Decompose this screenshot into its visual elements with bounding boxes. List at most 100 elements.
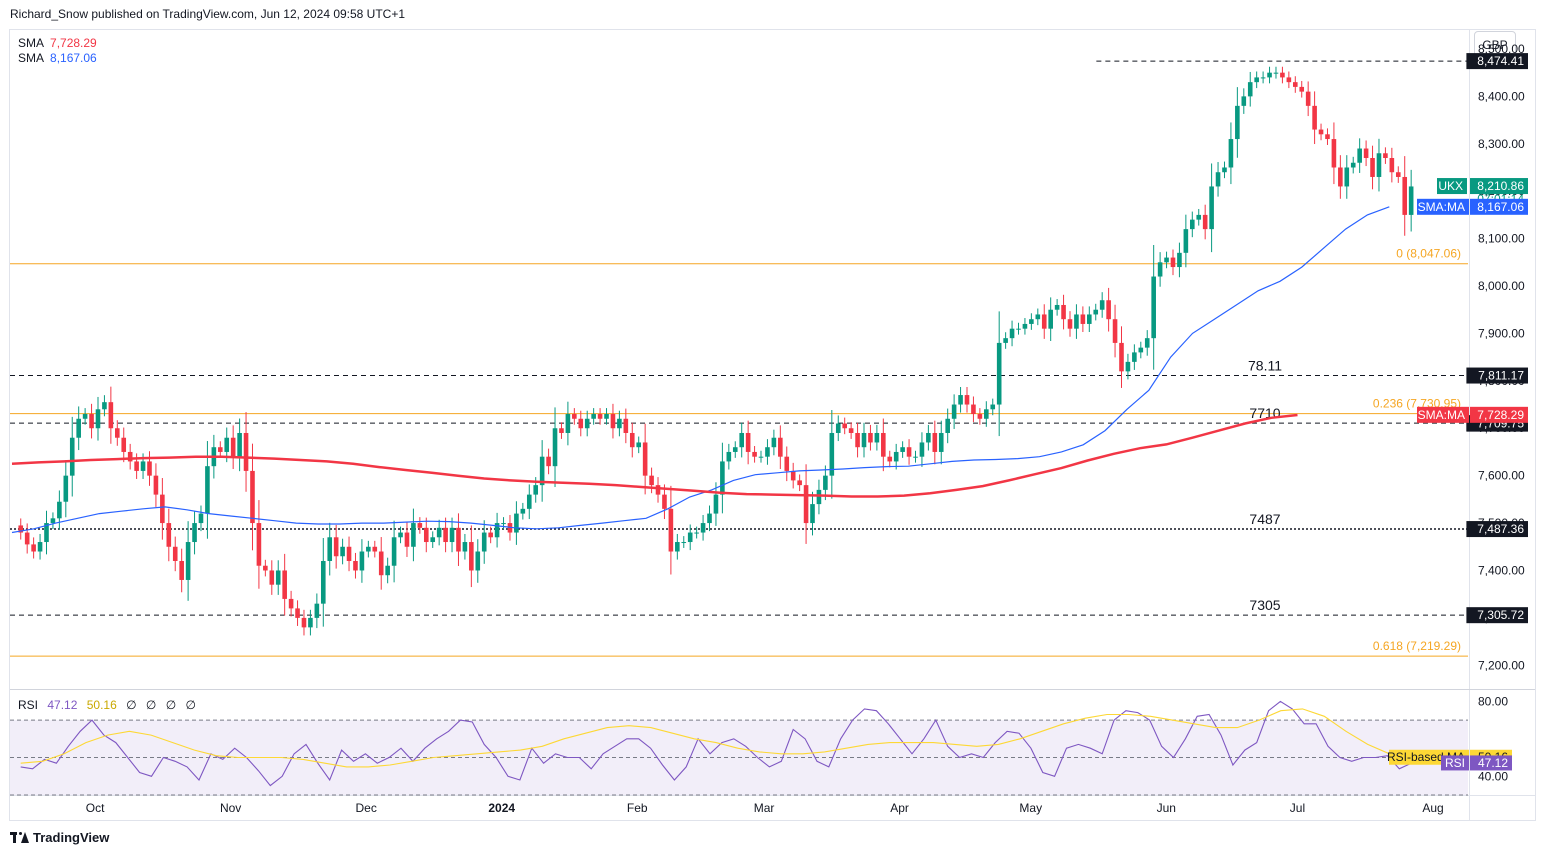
candle-body [533,485,539,495]
candle-body [810,504,815,524]
candle [423,517,429,553]
candle-body [417,523,423,528]
candle [288,590,294,617]
sma200-tag-bg [1417,406,1469,423]
candle-body [784,456,790,471]
candle-body [971,404,976,415]
candle [726,443,732,470]
candle [76,406,81,451]
sma200-legend[interactable]: SMA 7,728.29 [18,36,97,51]
candle [1254,71,1259,89]
candle-body [1177,252,1182,268]
sma50-legend[interactable]: SMA 8,167.06 [18,51,97,66]
candle [539,440,545,502]
candle [1164,251,1169,269]
candle-body [314,603,320,618]
candle [179,548,184,593]
candle-body [1402,176,1408,215]
candle [256,500,262,589]
candle-body [1170,257,1176,268]
candle [449,517,455,553]
candle [494,512,500,548]
candle-body [411,523,416,547]
candle [591,408,596,425]
candle [745,420,751,465]
time-label-2: Dec [355,801,376,815]
candle-body [230,437,236,457]
price-tick-12: 8,400.00 [1478,89,1525,103]
candle-body [1286,77,1292,83]
candle-body [655,485,661,495]
candle-body [1093,309,1099,315]
candle-body [906,447,912,457]
candle [971,396,976,423]
candle-body [1202,214,1208,230]
candle-body [591,414,596,419]
candle [906,439,912,465]
candle-body [1164,257,1169,263]
rsi-legend-extra-2: ∅ [145,698,157,712]
candle [263,559,268,577]
tradingview-logo[interactable]: TradingView [10,830,109,845]
candle [681,536,687,548]
axis-layer: 7,200.007,300.007,400.007,500.007,600.00… [86,42,1525,815]
sma200-tag: SMA:MA [1418,408,1465,422]
rsi-tick-0: 80.00 [1478,694,1508,708]
candle [1041,304,1047,339]
candle [1292,76,1298,93]
candle-body [1318,129,1324,135]
candle [1389,147,1395,183]
candle-body [18,525,24,533]
candle-body [443,527,448,543]
candle-body [1087,314,1092,324]
candle-body [24,532,30,545]
candle-body [1125,361,1131,372]
candle-body [1273,72,1279,74]
candle-body [713,494,719,514]
candle [18,518,24,540]
candle [578,410,584,437]
candle-body [552,428,558,467]
candle [243,412,249,492]
candle [1363,140,1369,167]
candle-body [597,414,603,419]
candle-body [385,565,390,576]
candle-body [456,527,461,552]
candle-body [539,456,545,486]
price-tick-9: 8,100.00 [1478,232,1525,246]
candle-body [1080,314,1086,324]
candle-body [82,414,88,419]
candle-body [546,456,551,467]
level-tag-bg-7 [1466,607,1528,624]
candle [861,422,867,458]
candle [1048,297,1053,342]
candle-body [449,527,455,543]
candle-body [520,508,526,514]
candle [198,505,204,532]
candle-body [353,560,358,571]
candle-body [1035,314,1041,320]
candle-body [1383,153,1388,159]
price-tick-4: 7,600.00 [1478,469,1525,483]
candle [230,425,236,470]
candle [1080,306,1086,333]
candle-body [1151,276,1156,339]
candle-body [301,617,307,628]
candle [89,403,94,439]
candle-body [848,428,854,433]
time-label-4: Feb [627,801,648,815]
candle [411,508,416,562]
sma-layer [11,206,1390,534]
candle [629,422,635,458]
candle-body [1067,319,1073,329]
candle [765,439,770,465]
candle [95,396,101,441]
candle [1170,249,1176,276]
candle-body [57,501,62,519]
candle [1074,304,1079,339]
candle-body [700,523,706,533]
level-tag-2: 7,811.17 [1478,369,1524,383]
candle-body [147,461,152,476]
candle-body [629,432,635,448]
